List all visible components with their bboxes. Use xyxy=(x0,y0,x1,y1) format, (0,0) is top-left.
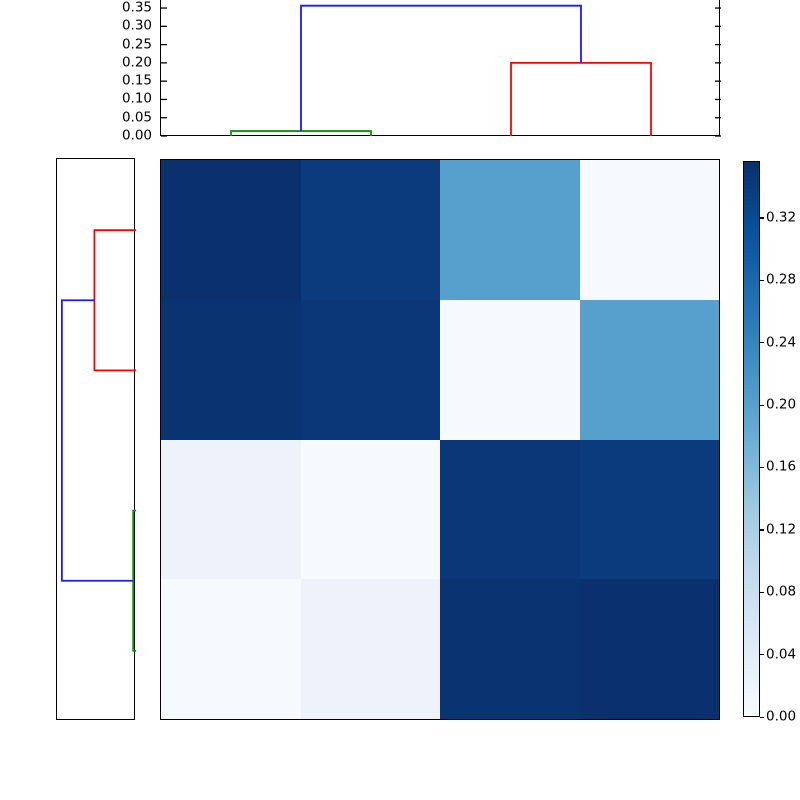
colorbar-tick xyxy=(760,466,764,469)
colorbar-tick-label: 0.32 xyxy=(766,209,797,226)
colorbar-tick xyxy=(760,529,764,531)
heatmap-cell-r1c3 xyxy=(579,299,719,440)
heatmap-cell-r3c1 xyxy=(300,579,440,719)
colorbar-tick-label: 0.16 xyxy=(766,458,797,475)
green-cluster-link xyxy=(132,509,136,652)
left-dendrogram xyxy=(60,229,136,652)
top-axis-tick-label: 0.35 xyxy=(121,0,152,16)
heatmap-cell-r2c3 xyxy=(579,439,719,580)
heatmap-cell-r3c2 xyxy=(440,579,580,719)
colorbar-tick xyxy=(760,591,764,593)
top-axis-tick-label: 0.30 xyxy=(121,17,152,34)
top-axis-tick-label: 0.25 xyxy=(121,35,152,52)
heatmap-cell-r3c3 xyxy=(579,579,719,719)
heatmap-cell-r0c3 xyxy=(579,160,719,300)
top-axis-tick-label: 0.15 xyxy=(121,72,152,89)
colorbar-tick-label: 0.00 xyxy=(766,708,797,725)
colorbar-tick xyxy=(760,342,764,344)
top-axis-tick-label: 0.00 xyxy=(121,127,152,144)
heatmap-cell-r1c1 xyxy=(300,299,440,440)
heatmap-cell-r2c2 xyxy=(440,439,580,580)
colorbar-tick-label: 0.28 xyxy=(766,271,797,288)
colorbar-tick-label: 0.24 xyxy=(766,333,797,350)
blue-root-link xyxy=(60,299,134,582)
colorbar-tick xyxy=(760,654,764,656)
red-cluster-link xyxy=(93,229,136,372)
top-axis-tick-label: 0.20 xyxy=(121,54,152,71)
heatmap-cell-r0c0 xyxy=(161,160,301,300)
top-axis-tick-label: 0.05 xyxy=(121,108,152,125)
heatmap-cell-r1c0 xyxy=(161,299,301,440)
top-axis-tick-label: 0.10 xyxy=(121,90,152,107)
top-dendrogram-panel xyxy=(160,0,721,137)
blue-root-link xyxy=(300,4,582,132)
colorbar-tick-label: 0.08 xyxy=(766,583,797,600)
top-dendrogram xyxy=(161,4,721,137)
green-cluster-link xyxy=(230,130,372,136)
colorbar-tick xyxy=(760,404,764,406)
colorbar-tick-label: 0.20 xyxy=(766,396,797,413)
heatmap-cell-r2c0 xyxy=(161,439,301,580)
heatmap-cell-r2c1 xyxy=(300,439,440,580)
colorbar-tick xyxy=(760,279,764,281)
colorbar xyxy=(743,161,760,717)
heatmap-cell-r3c0 xyxy=(161,579,301,719)
red-cluster-link xyxy=(510,61,652,136)
heatmap-cell-r0c1 xyxy=(300,160,440,300)
colorbar-tick xyxy=(760,716,764,718)
heatmap-cell-r1c2 xyxy=(440,299,580,440)
colorbar-tick-label: 0.12 xyxy=(766,521,797,538)
heatmap-cell-r0c2 xyxy=(440,160,580,300)
heatmap xyxy=(160,159,720,720)
colorbar-tick xyxy=(760,217,764,219)
colorbar-tick-label: 0.04 xyxy=(766,645,797,662)
left-dendrogram-panel xyxy=(56,158,136,720)
